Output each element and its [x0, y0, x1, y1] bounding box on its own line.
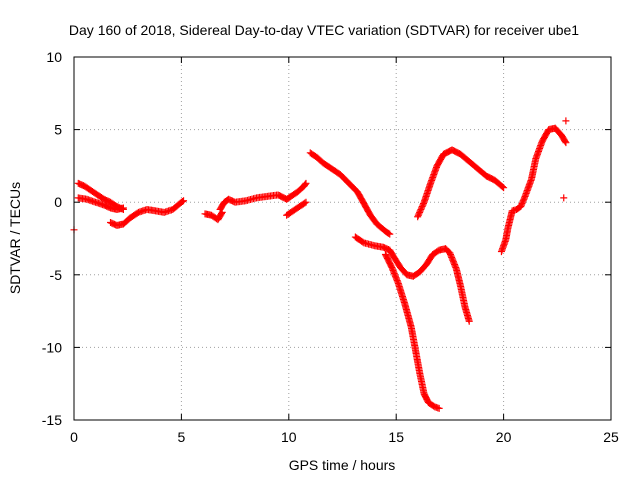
data-point: [435, 404, 443, 412]
series-track-e: [216, 179, 310, 213]
data-point: [500, 184, 508, 192]
data-point: [560, 194, 568, 202]
series-track-d: [201, 208, 226, 224]
series-track-k: [497, 124, 570, 256]
series-track-h: [351, 233, 473, 325]
series-track-g: [306, 149, 394, 238]
series-track-i: [381, 250, 443, 412]
axis-ticks: [73, 56, 612, 421]
data-point: [301, 199, 309, 207]
y-tick-label: 10: [46, 49, 62, 65]
series-track-b: [74, 194, 127, 213]
plot-frame: [73, 56, 612, 421]
series-track-j: [414, 146, 508, 221]
y-tick-label: -15: [42, 412, 62, 428]
y-tick-label: 5: [54, 122, 62, 138]
data-point: [386, 230, 394, 238]
x-tick-label: 0: [70, 429, 78, 445]
data-point: [465, 317, 473, 325]
series-track-f: [283, 198, 310, 219]
x-tick-label: 5: [178, 429, 186, 445]
data-point: [217, 210, 225, 218]
data-point: [180, 197, 188, 205]
x-tick-label: 15: [388, 429, 404, 445]
x-axis-label: GPS time / hours: [289, 457, 396, 473]
y-tick-label: -5: [50, 267, 63, 283]
series-track-a: [74, 179, 127, 213]
data-point: [302, 179, 310, 187]
y-tick-label: -10: [42, 339, 62, 355]
data-point: [178, 197, 186, 205]
y-axis-label: SDTVAR / TECUs: [7, 182, 23, 294]
chart-title: Day 160 of 2018, Sidereal Day-to-day VTE…: [69, 22, 579, 38]
data-point: [562, 139, 570, 147]
series-track-c: [107, 197, 188, 229]
data-point: [499, 183, 507, 191]
data-series: [70, 117, 570, 412]
data-point: [119, 204, 127, 212]
data-point: [385, 229, 393, 237]
data-point: [562, 117, 570, 125]
data-point: [301, 180, 309, 188]
grid-lines: [74, 57, 611, 420]
data-point: [561, 137, 569, 145]
x-tick-label: 20: [496, 429, 512, 445]
y-tick-label: 0: [54, 194, 62, 210]
x-tick-label: 10: [281, 429, 297, 445]
x-tick-label: 25: [603, 429, 619, 445]
tick-labels: 0 5 10 15 20 25 10 5 0 -5 -10 -15: [42, 49, 619, 445]
data-point: [302, 198, 310, 206]
